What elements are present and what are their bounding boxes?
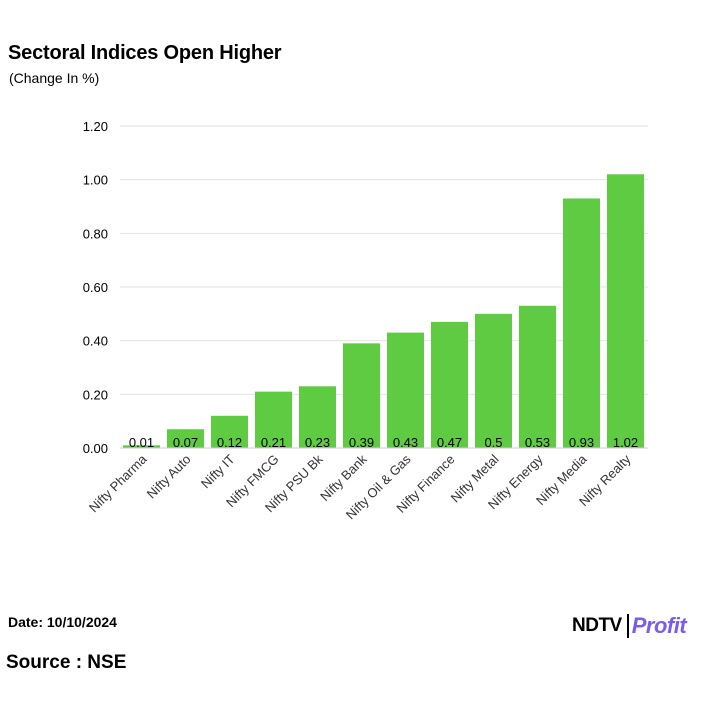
y-tick-label: 1.00 xyxy=(83,173,108,188)
data-label: 1.02 xyxy=(613,435,638,450)
data-label: 0.01 xyxy=(129,435,154,450)
data-label: 0.5 xyxy=(484,435,502,450)
data-label: 0.21 xyxy=(261,435,286,450)
x-tick-label: Nifty Pharma xyxy=(86,451,150,515)
logo-ndtv-text: NDTV xyxy=(572,615,622,636)
data-label: 0.07 xyxy=(173,435,198,450)
bar xyxy=(167,429,204,448)
data-label: 0.23 xyxy=(305,435,330,450)
bar xyxy=(211,415,248,448)
y-tick-label: 0.60 xyxy=(83,280,108,295)
bar xyxy=(387,332,424,448)
y-tick-label: 0.80 xyxy=(83,226,108,241)
x-tick-label: Nifty Auto xyxy=(144,452,194,502)
y-tick-label: 0.00 xyxy=(83,441,108,456)
bar xyxy=(255,391,292,448)
chart-title: Sectoral Indices Open Higher xyxy=(8,42,282,64)
data-label: 0.53 xyxy=(525,435,550,450)
bar xyxy=(563,198,600,448)
x-tick-label: Nifty IT xyxy=(198,451,238,491)
data-label: 0.47 xyxy=(437,435,462,450)
y-tick-label: 0.40 xyxy=(83,334,108,349)
bar xyxy=(607,174,644,449)
bar xyxy=(123,445,160,448)
bar xyxy=(431,321,468,448)
ndtv-profit-logo: NDTV Profit xyxy=(572,612,687,640)
y-tick-label: 0.20 xyxy=(83,387,108,402)
data-label: 0.12 xyxy=(217,435,242,450)
source-label: Source : NSE xyxy=(6,652,127,673)
bar xyxy=(343,343,380,448)
y-tick-label: 1.20 xyxy=(83,119,108,134)
logo-divider xyxy=(626,614,629,638)
bar xyxy=(519,305,556,448)
bar xyxy=(475,313,512,448)
logo-profit-text: Profit xyxy=(631,613,687,638)
data-label: 0.43 xyxy=(393,435,418,450)
date-label: Date: 10/10/2024 xyxy=(8,614,117,630)
data-label: 0.39 xyxy=(349,435,374,450)
data-label: 0.93 xyxy=(569,435,594,450)
bar xyxy=(299,386,336,448)
chart-subtitle: (Change In %) xyxy=(9,70,100,86)
